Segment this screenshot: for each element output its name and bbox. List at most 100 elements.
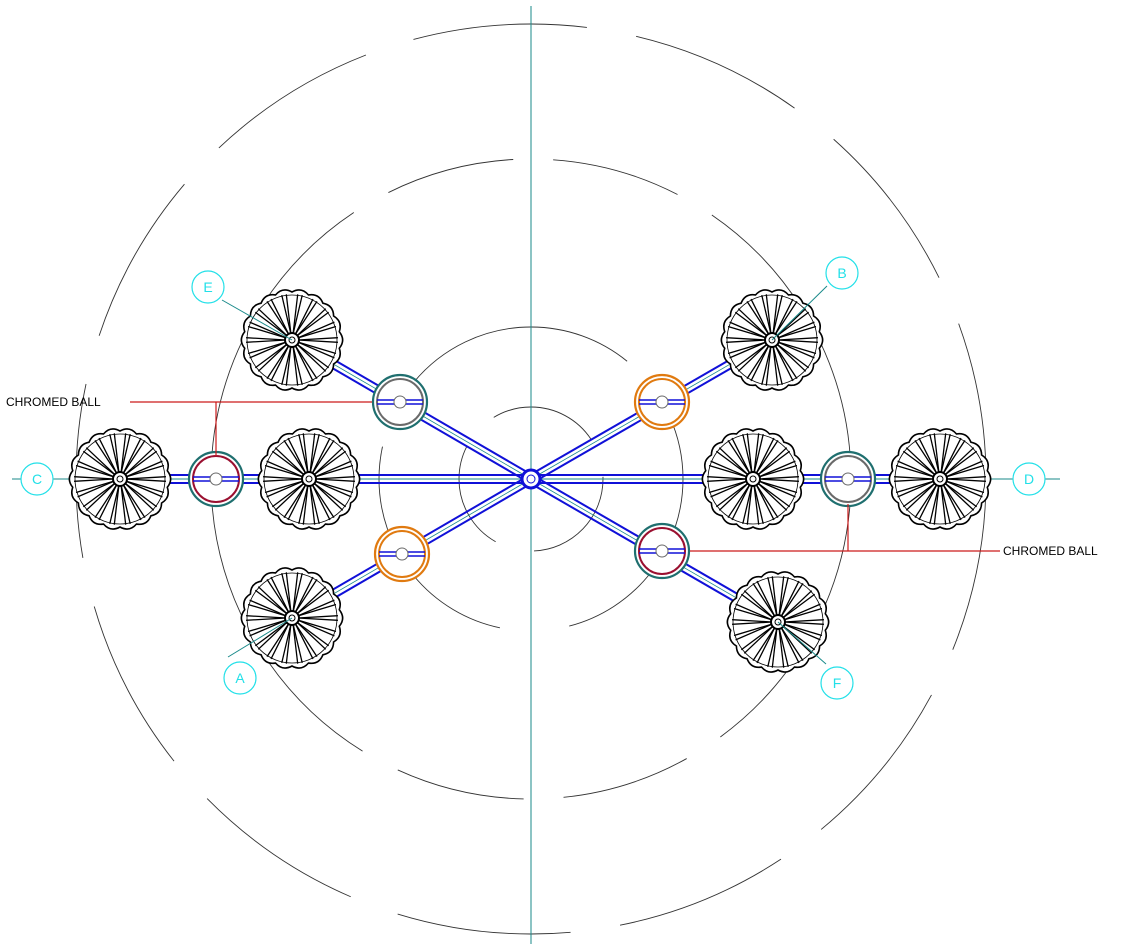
lamp-head-d-spoke bbox=[897, 480, 935, 498]
lamp-head-b-spoke bbox=[772, 295, 783, 335]
lamp-head-d-spoke bbox=[945, 476, 986, 480]
lamp-head-e-spoke bbox=[249, 321, 287, 339]
lamp-head-inner-right-spoke bbox=[731, 437, 751, 475]
lamp-head-c-spoke bbox=[124, 447, 155, 476]
lamp-head-e-spoke bbox=[297, 341, 337, 355]
lamp-head-d-spoke bbox=[940, 434, 951, 474]
lamp-head-b-spoke bbox=[777, 325, 817, 339]
marker-b-label: B bbox=[837, 265, 846, 281]
lamp-head-f-spoke bbox=[735, 623, 773, 641]
marker-c-circle bbox=[20, 462, 54, 496]
lamp-head-d-spoke bbox=[897, 460, 935, 478]
lamp-head-d-spoke bbox=[914, 440, 938, 475]
lamp-head-e-spoke bbox=[294, 344, 314, 382]
lamp-head-a-spoke bbox=[297, 619, 337, 633]
lamp-head-c-spoke bbox=[109, 484, 120, 524]
lamp-head-a-spoke bbox=[297, 617, 338, 621]
lamp-head-e-spoke bbox=[294, 301, 318, 336]
lamp-head-f-spoke bbox=[778, 627, 789, 667]
lamp-head-b-spoke bbox=[726, 339, 767, 343]
lamp-head-c-spoke bbox=[94, 440, 118, 475]
lamp-head-b-spoke bbox=[776, 343, 807, 372]
lamp-head-b-spoke bbox=[729, 321, 767, 339]
lamp-head-a-spoke bbox=[254, 589, 288, 615]
lamp-head-b-spoke bbox=[772, 294, 779, 335]
lamp-head-inner-left-spoke bbox=[314, 480, 352, 498]
hub-inner-ring bbox=[526, 474, 536, 484]
lamp-head-a-spoke bbox=[247, 603, 287, 617]
lamp-head-inner-right-spoke bbox=[757, 482, 791, 508]
lamp-head-e-spoke bbox=[285, 294, 292, 335]
lamp-head-b-spoke bbox=[765, 345, 772, 386]
marker-c: C bbox=[20, 462, 54, 496]
lamp-head-inner-left-spoke bbox=[313, 447, 344, 476]
lamp-head-e-spoke bbox=[294, 298, 314, 336]
lamp-head-b-spoke bbox=[734, 343, 768, 369]
ball-right bbox=[819, 450, 877, 508]
lamp-head-b-spoke bbox=[734, 311, 768, 337]
lamp-head-c-spoke bbox=[85, 447, 116, 476]
lamp-head-f-spoke bbox=[767, 577, 778, 617]
lamp-head-inner-left-spoke bbox=[314, 464, 354, 478]
lamp-head-inner-right-spoke bbox=[758, 478, 799, 482]
lamp-head-inner-right-spoke bbox=[718, 447, 749, 476]
lamp-head-b-spoke bbox=[777, 337, 818, 341]
lamp-head-c-spoke bbox=[98, 437, 118, 475]
lamp-head-f-spoke bbox=[783, 603, 821, 621]
lamp-head-inner-right-spoke bbox=[746, 484, 753, 525]
lamp-head-c-socket bbox=[116, 475, 124, 483]
lamp-head-a-spoke bbox=[247, 619, 287, 633]
lamp-head-inner-right-spoke bbox=[727, 483, 751, 518]
lamp-head-d-spoke bbox=[918, 437, 938, 475]
lamp-head-a-rim bbox=[246, 572, 338, 664]
lamp-head-d-spoke bbox=[894, 476, 935, 480]
lamp-head-inner-left-spoke bbox=[309, 484, 320, 524]
lamp-head-d-spoke bbox=[933, 484, 940, 525]
lamp-head-e-spoke bbox=[266, 344, 290, 379]
lamp-head-c-spoke bbox=[77, 480, 115, 498]
lamp-head-b-spoke bbox=[750, 344, 770, 382]
lamp-head-a-spoke bbox=[292, 573, 303, 613]
lamp-head-d-rim bbox=[894, 433, 986, 525]
lamp-head-b-spoke bbox=[737, 308, 768, 337]
ball-lower-left-inner-ring bbox=[378, 530, 426, 578]
lamp-head-d-spoke bbox=[918, 483, 938, 521]
lamp-head-a-spoke bbox=[296, 589, 330, 615]
leader-b bbox=[771, 285, 828, 341]
lamp-head-b-spoke bbox=[746, 344, 770, 379]
lamp-head-inner-left-spoke bbox=[302, 433, 309, 474]
lamp-head-inner-right-spoke bbox=[715, 450, 749, 476]
lamp-head-e-spoke bbox=[296, 308, 327, 337]
lamp-head-e-spoke bbox=[247, 341, 287, 355]
lamp-head-f-spoke bbox=[771, 576, 778, 617]
lamp-head-c-spoke bbox=[113, 484, 120, 525]
lamp-head-inner-left-spoke bbox=[314, 480, 354, 494]
marker-d: D bbox=[1012, 462, 1046, 496]
lamp-head-b-rim bbox=[726, 294, 818, 386]
lamp-head-b-spoke bbox=[776, 343, 810, 369]
marker-f-label: F bbox=[833, 675, 842, 691]
marker-a-circle bbox=[223, 661, 257, 695]
center-hub bbox=[520, 468, 542, 490]
marker-d-label: D bbox=[1024, 471, 1034, 487]
lamp-head-inner-left-spoke bbox=[263, 476, 304, 480]
lamp-head-c-spoke bbox=[125, 480, 165, 494]
lamp-head-c-spoke bbox=[98, 483, 118, 521]
lamp-head-d-spoke bbox=[905, 482, 936, 511]
marker-a-label: A bbox=[235, 670, 245, 686]
lamp-head-c-spoke bbox=[75, 464, 115, 478]
lamp-head-inner-left-spoke bbox=[287, 483, 307, 521]
lamp-head-b-spoke bbox=[727, 325, 767, 339]
lamp-head-d-spoke bbox=[940, 433, 947, 474]
lamp-head-inner-left-spoke bbox=[274, 447, 305, 476]
lamp-head-inner-right-spoke bbox=[746, 433, 753, 474]
lamp-head-b-spoke bbox=[750, 298, 770, 336]
lamp-head-inner-left-spoke bbox=[309, 434, 320, 474]
lamp-head-inner-right-spoke bbox=[758, 480, 798, 494]
lamp-head-d-spoke bbox=[940, 484, 951, 524]
lamp-head-inner-left-spoke bbox=[314, 478, 355, 482]
lamp-head-inner-right-spoke bbox=[757, 447, 788, 476]
lamp-head-b-spoke bbox=[774, 301, 798, 336]
lamp-head-inner-right-spoke bbox=[742, 434, 753, 474]
lamp-head-d bbox=[888, 428, 992, 530]
